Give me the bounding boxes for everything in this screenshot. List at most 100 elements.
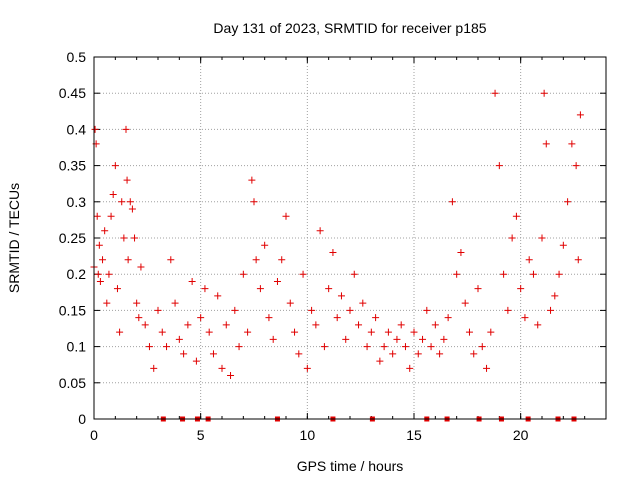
data-point [461, 299, 469, 307]
data-points [90, 89, 584, 380]
data-point [163, 343, 171, 351]
x-axis-label: GPS time / hours [297, 458, 404, 474]
data-point [175, 335, 183, 343]
data-point [444, 314, 452, 322]
data-point [517, 285, 525, 293]
data-point [540, 89, 548, 97]
data-point [95, 241, 103, 249]
data-point [542, 140, 550, 148]
data-point [133, 299, 141, 307]
data-point [453, 270, 461, 278]
data-point [427, 343, 435, 351]
data-point [431, 321, 439, 329]
data-point [406, 364, 414, 372]
data-point [248, 176, 256, 184]
x-tick-label: 0 [90, 427, 98, 443]
data-point [235, 343, 243, 351]
data-point [491, 89, 499, 97]
x-tick-label: 10 [300, 427, 316, 443]
data-point [525, 256, 533, 264]
data-point [325, 285, 333, 293]
data-point [529, 270, 537, 278]
y-tick-label: 0.45 [59, 85, 86, 101]
data-point [184, 321, 192, 329]
data-point [419, 335, 427, 343]
data-point [122, 125, 130, 133]
data-point [107, 212, 115, 220]
y-tick-label: 0.4 [67, 121, 87, 137]
data-point [269, 335, 277, 343]
data-point [329, 248, 337, 256]
data-point [423, 306, 431, 314]
data-point [250, 198, 258, 206]
data-point [547, 306, 555, 314]
data-point [222, 321, 230, 329]
data-point [470, 350, 478, 358]
data-point [126, 198, 134, 206]
y-axis-label: SRMTID / TECUs [6, 183, 22, 293]
data-point [192, 357, 200, 365]
y-tick-label: 0.2 [67, 266, 87, 282]
plot-frame [93, 56, 607, 420]
data-point [337, 292, 345, 300]
data-point [568, 140, 576, 148]
data-point [261, 241, 269, 249]
data-point [265, 314, 273, 322]
y-tick-label: 0.1 [67, 339, 87, 355]
data-point [401, 343, 409, 351]
data-point [273, 277, 281, 285]
data-point [504, 306, 512, 314]
data-point [180, 350, 188, 358]
data-point [359, 299, 367, 307]
data-point [320, 343, 328, 351]
data-point [111, 162, 119, 170]
data-point [372, 314, 380, 322]
data-point [559, 241, 567, 249]
data-point [312, 321, 320, 329]
chart-title: Day 131 of 2023, SRMTID for receiver p18… [213, 20, 486, 36]
data-point [120, 234, 128, 242]
data-point [363, 343, 371, 351]
data-point [109, 191, 117, 199]
data-point [103, 299, 111, 307]
data-point [534, 321, 542, 329]
data-point [333, 314, 341, 322]
data-point [214, 292, 222, 300]
data-point [116, 328, 124, 336]
data-point [167, 256, 175, 264]
data-point [448, 198, 456, 206]
axis-tick-labels: 0 0.05 0.1 0.15 0.2 0.25 0.3 0.35 0.4 0.45 0.5 0 5 10… [59, 49, 529, 443]
y-tick-label: 0.5 [67, 49, 87, 65]
data-point [244, 328, 252, 336]
data-point [465, 328, 473, 336]
data-point [342, 335, 350, 343]
data-point [282, 212, 290, 220]
data-point [367, 328, 375, 336]
data-point [256, 285, 264, 293]
y-tick-label: 0.3 [67, 194, 87, 210]
data-point [201, 285, 209, 293]
data-point [197, 314, 205, 322]
data-point [137, 263, 145, 271]
data-point [150, 364, 158, 372]
data-point [93, 212, 101, 220]
y-tick-label: 0.35 [59, 158, 86, 174]
data-point [478, 343, 486, 351]
data-point [555, 270, 563, 278]
x-tick-label: 20 [513, 427, 529, 443]
data-point [171, 299, 179, 307]
data-point [123, 176, 131, 184]
data-point [141, 321, 149, 329]
data-point [101, 227, 109, 235]
data-point [231, 306, 239, 314]
data-point [500, 270, 508, 278]
y-tick-label: 0.25 [59, 230, 86, 246]
data-point [135, 314, 143, 322]
data-point [572, 162, 580, 170]
data-point [303, 364, 311, 372]
data-point [286, 299, 294, 307]
data-point [512, 212, 520, 220]
data-point [96, 277, 104, 285]
data-point [94, 270, 102, 278]
